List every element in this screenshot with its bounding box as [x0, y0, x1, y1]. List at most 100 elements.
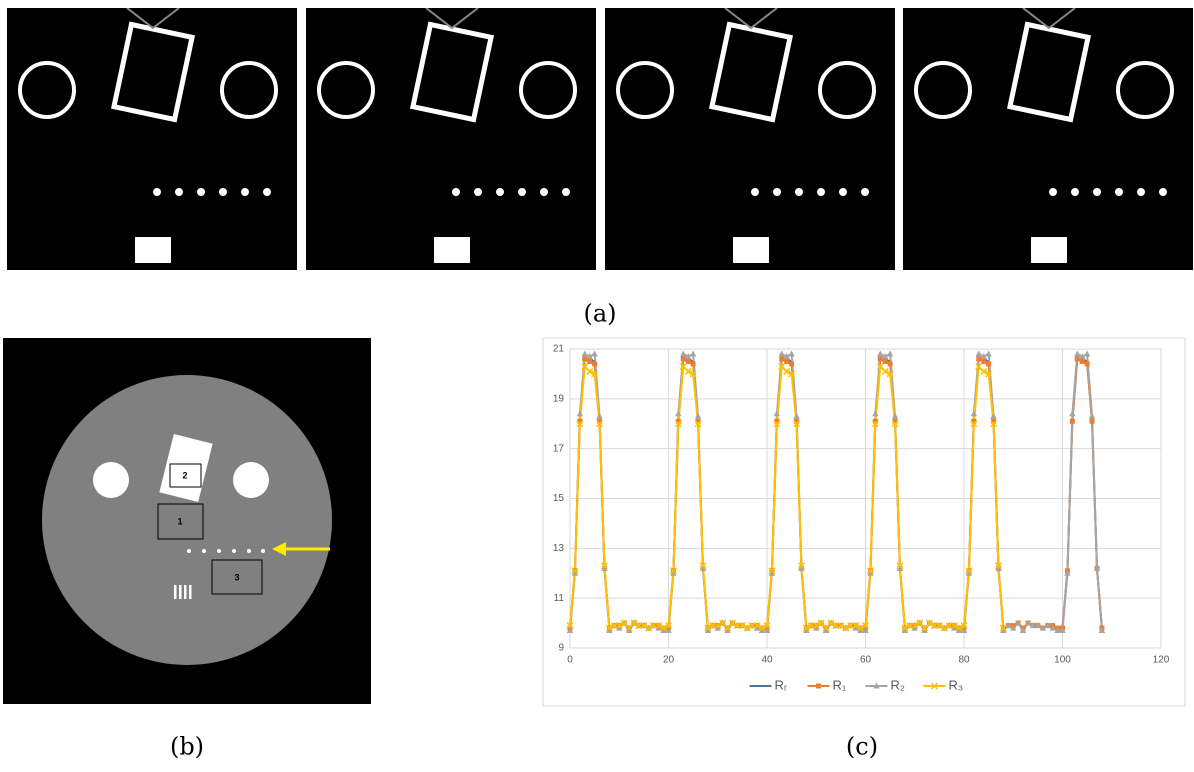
marker — [669, 567, 677, 575]
region-label: 3 — [234, 572, 239, 582]
marker — [877, 356, 883, 362]
marker — [981, 358, 987, 364]
marker — [896, 564, 904, 571]
marker — [980, 367, 988, 375]
marker — [1074, 356, 1080, 362]
marker — [738, 622, 746, 630]
panel-a — [7, 8, 1193, 270]
marker — [788, 370, 796, 378]
marker — [695, 418, 701, 424]
marker — [861, 622, 870, 630]
marker — [986, 361, 992, 367]
marker — [704, 624, 712, 632]
marker — [886, 350, 894, 357]
marker — [1079, 358, 1085, 364]
marker — [798, 564, 805, 571]
marker — [571, 569, 579, 576]
marker — [577, 418, 583, 424]
marker — [857, 624, 865, 632]
marker — [586, 352, 593, 359]
marker — [704, 627, 712, 634]
marker — [600, 562, 609, 570]
y-tick-label: 9 — [558, 643, 564, 654]
marker — [1069, 418, 1075, 424]
marker — [566, 627, 574, 634]
marker — [694, 420, 702, 428]
marker — [935, 622, 943, 630]
marker — [768, 569, 776, 576]
reconstruction-image — [605, 8, 895, 270]
marker — [606, 627, 613, 634]
marker — [689, 370, 697, 378]
marker — [591, 350, 598, 357]
marker — [930, 682, 939, 690]
marker — [887, 361, 893, 367]
marker — [1074, 350, 1081, 357]
marker — [862, 627, 869, 634]
marker — [587, 358, 593, 364]
marker — [985, 350, 992, 357]
marker — [753, 624, 761, 631]
marker — [1059, 627, 1066, 634]
marker — [694, 412, 702, 419]
marker — [664, 622, 673, 630]
marker — [994, 562, 1003, 570]
marker — [665, 627, 672, 634]
marker — [940, 624, 948, 632]
marker — [779, 356, 785, 362]
marker — [1084, 361, 1090, 367]
marker — [925, 619, 934, 627]
marker — [822, 627, 830, 634]
caption: (b) — [170, 733, 204, 761]
marker — [1014, 619, 1022, 626]
marker — [872, 418, 878, 424]
y-tick-label: 19 — [553, 393, 565, 404]
marker — [911, 622, 919, 630]
marker — [960, 627, 968, 634]
marker — [852, 622, 860, 630]
marker — [630, 619, 638, 627]
marker — [1064, 569, 1071, 576]
marker — [1019, 627, 1027, 634]
x-tick-label: 100 — [1054, 655, 1071, 666]
marker — [714, 624, 721, 631]
marker — [1000, 627, 1007, 634]
marker — [901, 624, 909, 632]
x-tick-label: 40 — [761, 655, 773, 666]
marker — [714, 622, 722, 630]
marker — [773, 410, 781, 417]
marker — [601, 564, 608, 571]
marker — [576, 420, 584, 428]
marker — [680, 356, 686, 362]
marker — [1093, 564, 1101, 571]
marker — [586, 367, 594, 375]
marker — [1034, 622, 1042, 629]
marker — [645, 624, 653, 632]
x-tick-label: 80 — [958, 655, 970, 666]
caption: (c) — [846, 733, 878, 761]
marker — [655, 624, 662, 631]
marker — [871, 420, 879, 428]
marker — [985, 370, 993, 378]
marker — [774, 418, 780, 424]
marker — [872, 410, 879, 417]
marker — [616, 624, 623, 631]
marker — [566, 622, 574, 630]
x-tick-label: 60 — [860, 655, 872, 666]
marker — [991, 418, 997, 424]
marker — [685, 358, 691, 364]
marker — [1024, 619, 1032, 626]
marker — [1039, 624, 1046, 631]
marker — [980, 352, 987, 359]
marker — [675, 418, 681, 424]
marker — [1079, 352, 1086, 359]
x-tick-label: 120 — [1153, 655, 1170, 666]
y-tick-label: 15 — [553, 493, 565, 504]
marker — [675, 410, 682, 417]
marker — [1088, 412, 1096, 419]
marker — [1083, 350, 1091, 357]
marker — [1029, 622, 1037, 629]
marker — [852, 624, 859, 631]
marker — [960, 622, 968, 630]
